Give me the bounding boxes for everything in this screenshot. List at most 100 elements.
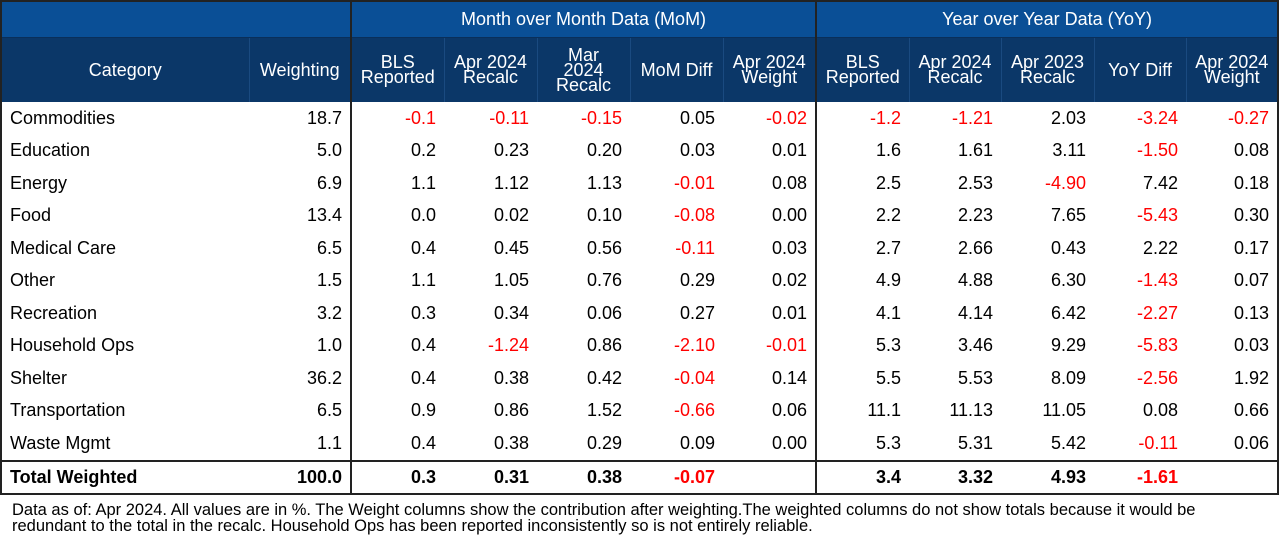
value-cell: -0.07	[630, 459, 723, 494]
value-cell: 6.30	[1051, 270, 1087, 291]
value-cell: 7.42	[1143, 172, 1179, 193]
value-cell: -0.08	[673, 205, 715, 226]
value-cell: 0.14	[723, 362, 818, 395]
value-cell: -0.66	[673, 400, 715, 421]
value-cell: 1.0	[249, 329, 352, 362]
table-row: Medical Care 6.5 0.4 0.45 0.56 -0.11 0.03 2.7 2.…	[1, 232, 1278, 265]
value-cell: -0.11	[675, 237, 715, 258]
column-header-row: Category Weighting BLS Reported Apr 2024 Re…	[1, 37, 1279, 102]
value-cell: 0.34	[493, 302, 529, 323]
value-cell: 2.5	[876, 172, 902, 193]
value-cell: 0.06	[723, 394, 818, 427]
value-cell: 36.2	[249, 362, 352, 395]
value-cell: 0.05	[679, 107, 715, 128]
value-cell: 0.10	[586, 205, 622, 226]
value-cell: 0.86	[586, 335, 622, 356]
value-cell: 0.31	[444, 459, 537, 494]
mom-group-header: Month over Month Data (MoM)	[351, 1, 818, 38]
value-cell: -0.27	[1228, 107, 1270, 128]
table-row: Energy 6.9 1.1 1.12 1.13 -0.01 0.08 2.5 2.53 -4.9…	[1, 167, 1278, 200]
value-cell: 1.1	[410, 172, 436, 193]
value-cell: 11.05	[1042, 400, 1087, 421]
value-cell: 0.01	[723, 297, 818, 330]
column-header: Apr 2024 Recalc	[444, 37, 538, 102]
column-header: Apr 2024 Weight	[1186, 37, 1279, 102]
category-cell: Commodities	[10, 107, 116, 128]
value-cell: 0.29	[679, 270, 715, 291]
value-cell: 1.13	[586, 172, 622, 193]
value-cell: 5.31	[958, 432, 994, 453]
value-cell: 0.03	[723, 232, 818, 265]
table-row: Commodities 18.7 -0.1 -0.11 -0.15 0.05 -0.02 -1…	[1, 102, 1278, 135]
column-header: Apr 2023 Recalc	[1001, 37, 1095, 102]
value-cell: -1.21	[952, 107, 994, 128]
value-cell: 2.7	[876, 237, 902, 258]
value-cell: 0.4	[410, 237, 436, 258]
value-cell: 5.5	[876, 367, 902, 388]
table-row: Education 5.0 0.2 0.23 0.20 0.03 0.01 1.6 1.61 3.…	[1, 134, 1278, 167]
category-cell: Energy	[10, 172, 68, 193]
value-cell: -5.83	[1137, 335, 1179, 356]
table-body: Commodities 18.7 -0.1 -0.11 -0.15 0.05 -0.02 -1…	[1, 102, 1279, 494]
column-header: Apr 2024 Weight	[723, 37, 818, 102]
value-cell: -5.43	[1137, 205, 1179, 226]
value-cell: -1.61	[1094, 459, 1187, 494]
value-cell: 3.46	[958, 335, 994, 356]
group-header-row: Month over Month Data (MoM) Year over Ye…	[1, 1, 1279, 38]
value-cell	[1186, 459, 1279, 494]
value-cell: 1.92	[1234, 367, 1270, 388]
value-cell: 1.52	[586, 400, 622, 421]
value-cell: 8.09	[1051, 367, 1087, 388]
value-cell: 5.3	[876, 335, 902, 356]
value-cell: 4.88	[958, 270, 994, 291]
value-cell	[723, 459, 818, 494]
value-cell: 0.9	[410, 400, 436, 421]
column-header: Category	[1, 37, 250, 102]
value-cell: 0.42	[586, 367, 622, 388]
value-cell: 0.02	[723, 264, 818, 297]
category-cell: Education	[10, 140, 91, 161]
value-cell: 0.2	[410, 140, 436, 161]
total-row: Total Weighted 100.0 0.3 0.31 0.38 -0.07 3.4 3.…	[1, 459, 1279, 494]
value-cell: 0.3	[410, 302, 436, 323]
value-cell: 0.03	[679, 140, 715, 161]
value-cell: -3.24	[1137, 107, 1179, 128]
value-cell: 5.0	[249, 134, 352, 167]
value-cell: 0.3	[351, 459, 444, 494]
value-cell: -2.27	[1137, 302, 1179, 323]
value-cell: 6.5	[249, 232, 352, 265]
value-cell: 0.4	[410, 335, 436, 356]
column-header: YoY Diff	[1094, 37, 1187, 102]
table-row: Other 1.5 1.1 1.05 0.76 0.29 0.02 4.9 4.88 6.30 -1…	[1, 264, 1278, 297]
value-cell: 0.03	[1234, 335, 1270, 356]
value-cell: 2.03	[1051, 107, 1087, 128]
table-row: Shelter 36.2 0.4 0.38 0.42 -0.04 0.14 5.5 5.53 8.…	[1, 362, 1278, 395]
category-cell: Household Ops	[10, 335, 135, 356]
table-row: Transportation 6.5 0.9 0.86 1.52 -0.66 0.06 11.…	[1, 394, 1278, 427]
value-cell: 0.38	[493, 367, 529, 388]
value-cell: 0.09	[679, 432, 715, 453]
value-cell: 3.4	[816, 459, 910, 494]
value-cell: 1.1	[249, 427, 352, 461]
value-cell: 5.42	[1051, 432, 1087, 453]
column-header: Weighting	[249, 37, 352, 102]
value-cell: 0.20	[586, 140, 622, 161]
value-cell: -0.11	[489, 107, 529, 128]
value-cell: 1.05	[493, 270, 529, 291]
value-cell: 0.0	[410, 205, 436, 226]
value-cell: 0.00	[723, 427, 818, 461]
value-cell: -0.04	[673, 367, 715, 388]
value-cell: 6.9	[249, 167, 352, 200]
value-cell: 2.53	[958, 172, 994, 193]
value-cell: -1.2	[870, 107, 902, 128]
value-cell: 5.3	[876, 432, 902, 453]
value-cell: 4.93	[1001, 459, 1095, 494]
cpi-table: Month over Month Data (MoM) Year over Ye…	[0, 0, 1280, 495]
value-cell: 0.06	[586, 302, 622, 323]
value-cell: 2.23	[958, 205, 994, 226]
category-cell: Waste Mgmt	[10, 432, 111, 453]
value-cell: 0.4	[410, 432, 436, 453]
footnote: Data as of: Apr 2024. All values are in …	[12, 501, 1196, 535]
value-cell: 3.2	[249, 297, 352, 330]
value-cell: 0.38	[537, 459, 630, 494]
